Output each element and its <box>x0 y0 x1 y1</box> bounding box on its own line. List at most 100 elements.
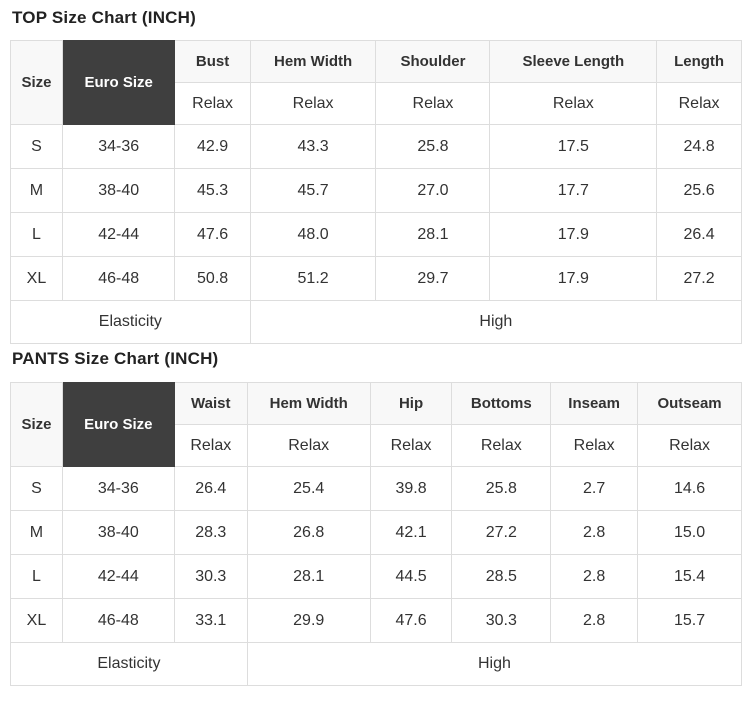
measurement-value-cell: 50.8 <box>174 256 251 301</box>
measure-column-header: Hem Width <box>249 40 377 83</box>
elasticity-value-cell: High <box>246 642 743 686</box>
table-body: S 34-36 42.9 43.3 25.8 17.5 24.8 M 38-40 45.3 45.7… <box>10 124 743 344</box>
measurement-value-cell: 27.0 <box>375 168 491 213</box>
measurement-value-cell: 26.8 <box>246 510 371 555</box>
fit-type-cell: Relax <box>174 82 251 125</box>
fit-type-cell: Relax <box>489 82 658 125</box>
measurement-value-cell: 25.6 <box>656 168 742 213</box>
elasticity-row: Elasticity High <box>10 300 743 344</box>
table-row: S 34-36 42.9 43.3 25.8 17.5 24.8 <box>10 124 742 169</box>
size-charts-page: TOP Size Chart (INCH) Size Euro Size Bust H… <box>10 8 743 686</box>
table-header: Size Euro Size Waist Hem Width Hip Bottoms Ins… <box>10 382 742 467</box>
measurement-value-cell: 43.3 <box>249 124 377 169</box>
elasticity-row: Elasticity High <box>10 642 743 686</box>
top-size-table: Size Euro Size Bust Hem Width Shoulder Sleeve… <box>10 40 743 344</box>
measurement-value-cell: 17.9 <box>489 256 658 301</box>
measurement-value-cell: 45.3 <box>174 168 251 213</box>
size-column-header: Size <box>10 382 63 467</box>
measurement-value-cell: 28.1 <box>246 554 371 599</box>
measurement-value-cell: 44.5 <box>369 554 453 599</box>
size-cell: L <box>10 212 63 257</box>
measurement-value-cell: 26.4 <box>173 466 248 511</box>
measurement-value-cell: 15.0 <box>637 510 742 555</box>
measurement-value-cell: 25.8 <box>375 124 491 169</box>
measurement-value-cell: 48.0 <box>249 212 377 257</box>
measurement-value-cell: 29.9 <box>246 598 371 643</box>
measurement-value-cell: 27.2 <box>451 510 552 555</box>
measurement-value-cell: 17.5 <box>489 124 658 169</box>
measure-column-header: Outseam <box>637 382 742 425</box>
table-row: XL 46-48 50.8 51.2 29.7 17.9 27.2 <box>10 256 742 301</box>
measurement-value-cell: 47.6 <box>369 598 453 643</box>
fit-type-cell: Relax <box>249 82 377 125</box>
fit-type-cell: Relax <box>246 424 371 467</box>
euro-size-cell: 34-36 <box>61 466 175 511</box>
measure-column-header: Bust <box>174 40 251 83</box>
euro-size-cell: 34-36 <box>61 124 176 169</box>
euro-size-cell: 38-40 <box>61 510 175 555</box>
header-measure-row: Size Euro Size Waist Hem Width Hip Bottoms Ins… <box>10 382 742 467</box>
fit-type-cell: Relax <box>637 424 742 467</box>
table-row: L 42-44 30.3 28.1 44.5 28.5 2.8 15.4 <box>10 554 742 599</box>
measurement-value-cell: 24.8 <box>656 124 742 169</box>
measure-column-header: Hip <box>369 382 453 425</box>
measurement-value-cell: 15.7 <box>637 598 742 643</box>
measurement-value-cell: 28.3 <box>173 510 248 555</box>
size-cell: M <box>10 168 63 213</box>
measurement-value-cell: 42.9 <box>174 124 251 169</box>
measurement-value-cell: 39.8 <box>369 466 453 511</box>
elasticity-label-cell: Elasticity <box>10 642 248 686</box>
elasticity-label-cell: Elasticity <box>10 300 251 344</box>
fit-type-cell: Relax <box>369 424 453 467</box>
top-size-chart-section: TOP Size Chart (INCH) Size Euro Size Bust H… <box>10 8 743 344</box>
euro-size-cell: 42-44 <box>61 554 175 599</box>
table-row: XL 46-48 33.1 29.9 47.6 30.3 2.8 15.7 <box>10 598 742 643</box>
measurement-value-cell: 2.8 <box>550 510 639 555</box>
measurement-value-cell: 26.4 <box>656 212 742 257</box>
measurement-value-cell: 51.2 <box>249 256 377 301</box>
measurement-value-cell: 30.3 <box>451 598 552 643</box>
measurement-value-cell: 33.1 <box>173 598 248 643</box>
measurement-value-cell: 17.7 <box>489 168 658 213</box>
size-cell: S <box>10 124 63 169</box>
fit-type-cell: Relax <box>375 82 491 125</box>
fit-type-cell: Relax <box>173 424 248 467</box>
measure-column-header: Sleeve Length <box>489 40 658 83</box>
elasticity-value-cell: High <box>249 300 743 344</box>
measurement-value-cell: 28.1 <box>375 212 491 257</box>
table-header: Size Euro Size Bust Hem Width Shoulder Sleeve… <box>10 40 742 125</box>
euro-size-cell: 42-44 <box>61 212 176 257</box>
measure-column-header: Shoulder <box>375 40 491 83</box>
measurement-value-cell: 2.7 <box>550 466 639 511</box>
euro-size-cell: 46-48 <box>61 256 176 301</box>
measurement-value-cell: 25.4 <box>246 466 371 511</box>
measure-column-header: Bottoms <box>451 382 552 425</box>
euro-size-cell: 38-40 <box>61 168 176 213</box>
measurement-value-cell: 2.8 <box>550 554 639 599</box>
fit-type-cell: Relax <box>451 424 552 467</box>
pants-size-chart-section: PANTS Size Chart (INCH) Size Euro Size Wai… <box>10 349 743 686</box>
header-fit-row: Relax Relax Relax Relax Relax <box>11 82 742 125</box>
measurement-value-cell: 15.4 <box>637 554 742 599</box>
size-cell: XL <box>10 256 63 301</box>
measurement-value-cell: 17.9 <box>489 212 658 257</box>
euro-size-column-header: Euro Size <box>61 40 176 125</box>
size-column-header: Size <box>10 40 63 125</box>
measurement-value-cell: 14.6 <box>637 466 742 511</box>
size-cell: XL <box>10 598 63 643</box>
euro-size-cell: 46-48 <box>61 598 175 643</box>
top-chart-title: TOP Size Chart (INCH) <box>12 8 196 27</box>
pants-size-table: Size Euro Size Waist Hem Width Hip Bottoms Ins… <box>10 382 743 686</box>
size-cell: S <box>10 466 63 511</box>
size-cell: M <box>10 510 63 555</box>
pants-chart-title: PANTS Size Chart (INCH) <box>12 349 219 368</box>
fit-type-cell: Relax <box>656 82 742 125</box>
measurement-value-cell: 30.3 <box>173 554 248 599</box>
table-row: S 34-36 26.4 25.4 39.8 25.8 2.7 14.6 <box>10 466 742 511</box>
measurement-value-cell: 47.6 <box>174 212 251 257</box>
measurement-value-cell: 2.8 <box>550 598 639 643</box>
header-measure-row: Size Euro Size Bust Hem Width Shoulder Sleeve… <box>10 40 742 125</box>
measurement-value-cell: 45.7 <box>249 168 377 213</box>
table-row: M 38-40 28.3 26.8 42.1 27.2 2.8 15.0 <box>10 510 742 555</box>
table-row: M 38-40 45.3 45.7 27.0 17.7 25.6 <box>10 168 742 213</box>
